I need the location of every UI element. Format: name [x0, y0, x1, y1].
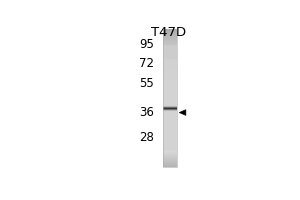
- Text: 55: 55: [139, 77, 154, 90]
- Text: T47D: T47D: [151, 26, 186, 39]
- Text: 36: 36: [139, 106, 154, 119]
- Text: 72: 72: [139, 57, 154, 70]
- Polygon shape: [179, 110, 186, 115]
- Bar: [163, 30, 177, 167]
- Text: 28: 28: [139, 131, 154, 144]
- Text: 95: 95: [139, 38, 154, 51]
